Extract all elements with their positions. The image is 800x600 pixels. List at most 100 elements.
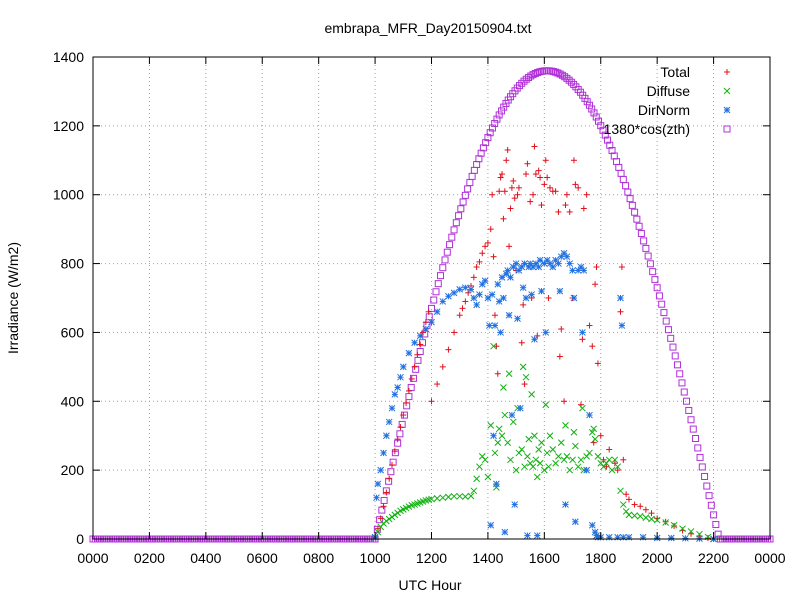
marker-stroke bbox=[527, 72, 535, 80]
diffuse-point bbox=[491, 449, 499, 457]
marker-stroke bbox=[526, 459, 534, 467]
cos-curve-point bbox=[497, 107, 505, 115]
marker-stroke bbox=[560, 249, 568, 257]
total-point bbox=[380, 503, 387, 510]
dirnorm-point bbox=[491, 322, 499, 329]
total-point bbox=[493, 343, 500, 350]
marker-stroke bbox=[391, 391, 399, 398]
cos-curve-point bbox=[669, 343, 677, 351]
diffuse-point bbox=[533, 473, 541, 481]
cos-curve-point bbox=[437, 272, 445, 280]
legend-marker bbox=[723, 125, 731, 133]
total-point bbox=[405, 387, 412, 394]
marker-stroke bbox=[687, 416, 695, 424]
legend: Total Diffuse DirNorm 1380*cos(zth) bbox=[604, 64, 731, 137]
marker-stroke bbox=[494, 439, 502, 446]
cos-curve-point bbox=[712, 521, 720, 529]
cos-curve-point bbox=[698, 463, 706, 471]
total-point bbox=[503, 157, 510, 164]
diffuse-point bbox=[546, 432, 554, 440]
diffuse-point bbox=[500, 384, 507, 391]
marker-stroke bbox=[490, 432, 497, 440]
marker-stroke bbox=[664, 326, 672, 334]
marker-stroke bbox=[473, 475, 480, 483]
marker-stroke bbox=[562, 501, 569, 508]
cos-curve-point bbox=[378, 506, 386, 514]
total-point bbox=[614, 467, 621, 474]
marker-stroke bbox=[450, 226, 458, 234]
cos-curve-point bbox=[570, 80, 578, 88]
marker-stroke bbox=[470, 487, 478, 495]
total-point bbox=[524, 160, 531, 167]
diffuse-point bbox=[579, 404, 586, 412]
marker-stroke bbox=[385, 515, 393, 523]
marker-stroke bbox=[446, 241, 454, 249]
marker-stroke bbox=[486, 129, 494, 137]
marker-stroke bbox=[373, 494, 380, 502]
total-point bbox=[579, 336, 586, 343]
cos-curve-point bbox=[696, 453, 704, 461]
x-tick-label: 0400 bbox=[190, 550, 221, 566]
total-point bbox=[420, 329, 427, 336]
series-layer bbox=[89, 67, 774, 543]
marker-stroke bbox=[591, 528, 599, 536]
total-point bbox=[542, 157, 549, 164]
marker-stroke bbox=[655, 292, 663, 300]
total-point bbox=[508, 184, 515, 191]
diffuse-point bbox=[588, 428, 596, 436]
marker-stroke bbox=[522, 373, 530, 381]
diffuse-point bbox=[494, 439, 502, 446]
marker-stroke bbox=[387, 468, 395, 476]
marker-stroke bbox=[437, 272, 445, 280]
total-point bbox=[374, 525, 381, 532]
marker-stroke bbox=[622, 508, 630, 515]
total-point bbox=[618, 264, 625, 271]
total-point bbox=[566, 208, 573, 215]
marker-stroke bbox=[508, 411, 516, 419]
total-point bbox=[625, 496, 632, 503]
total-point bbox=[603, 463, 610, 470]
dirnorm-point bbox=[487, 521, 495, 529]
marker-stroke bbox=[631, 208, 639, 216]
marker-stroke bbox=[495, 425, 503, 433]
cos-curve-point bbox=[689, 425, 697, 433]
diffuse-point bbox=[529, 463, 537, 471]
marker-stroke bbox=[505, 370, 513, 378]
y-tick-label: 400 bbox=[61, 393, 85, 409]
cos-curve-point bbox=[484, 134, 492, 142]
diffuse-point bbox=[608, 466, 616, 474]
total-point bbox=[506, 243, 513, 250]
marker-stroke bbox=[378, 506, 386, 514]
marker-stroke bbox=[533, 473, 541, 481]
marker-stroke bbox=[687, 528, 695, 535]
marker-stroke bbox=[443, 248, 451, 256]
diffuse-point bbox=[653, 516, 661, 524]
marker-stroke bbox=[614, 463, 622, 471]
marker-stroke bbox=[628, 201, 636, 209]
marker-stroke bbox=[504, 267, 512, 274]
marker-stroke bbox=[546, 260, 554, 267]
marker-stroke bbox=[445, 292, 452, 300]
marker-stroke bbox=[450, 492, 458, 500]
marker-stroke bbox=[495, 298, 503, 305]
dirnorm-point bbox=[500, 294, 507, 302]
marker-stroke bbox=[399, 363, 407, 371]
dirnorm-point bbox=[514, 315, 521, 323]
diffuse-point bbox=[535, 446, 543, 453]
diffuse-point bbox=[439, 494, 447, 502]
marker-stroke bbox=[525, 435, 533, 443]
total-point bbox=[389, 461, 396, 468]
cos-curve-point bbox=[604, 136, 612, 144]
marker-stroke bbox=[441, 256, 449, 264]
cos-curve-point bbox=[640, 237, 648, 245]
diffuse-point bbox=[394, 509, 402, 517]
marker-stroke bbox=[485, 322, 493, 329]
marker-stroke bbox=[430, 296, 438, 304]
marker-stroke bbox=[646, 260, 654, 268]
dirnorm-point bbox=[522, 294, 530, 302]
marker-stroke bbox=[416, 332, 424, 340]
marker-stroke bbox=[579, 404, 586, 412]
diffuse-point bbox=[532, 456, 540, 464]
marker-stroke bbox=[563, 453, 571, 460]
legend-marker bbox=[723, 87, 731, 95]
